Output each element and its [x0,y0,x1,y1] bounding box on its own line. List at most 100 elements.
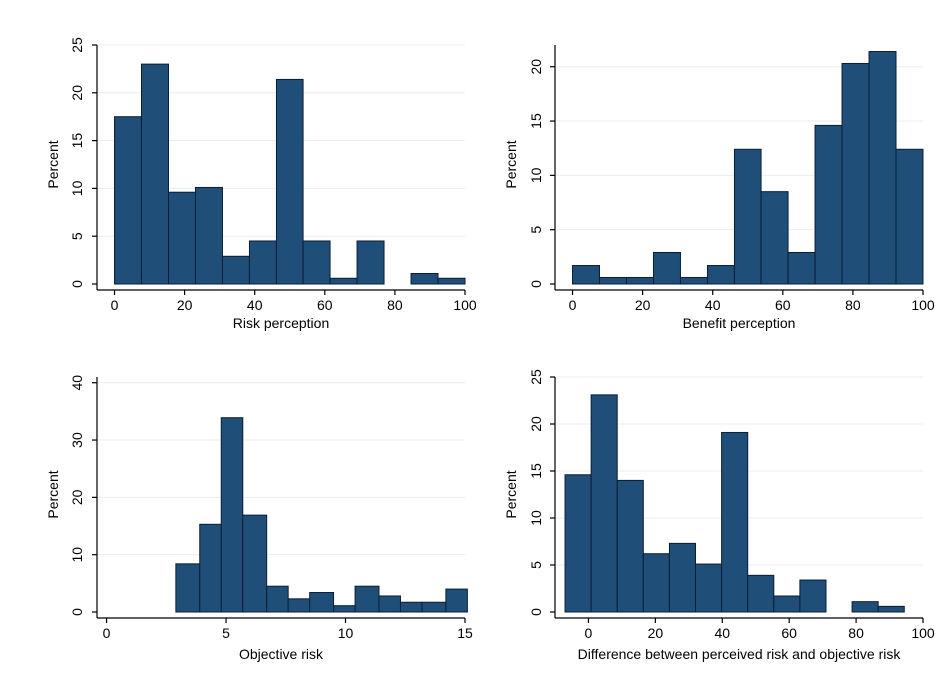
x-axis-label: Difference between perceived risk and ob… [578,646,902,662]
histogram-bar [590,394,618,613]
histogram-bar [287,598,311,613]
histogram-bar [302,240,331,285]
histogram-bar [679,276,708,285]
histogram-bar [248,240,277,285]
x-axis-label: Risk perception [233,315,330,331]
histogram-bar [668,542,697,613]
histogram-bar [572,265,601,285]
x-tick-label: 80 [848,625,864,641]
histogram-bar [564,474,592,613]
histogram-bar [799,579,827,613]
histogram-bar [445,588,468,613]
x-tick-label: 40 [714,625,730,641]
y-tick-label: 0 [69,280,85,288]
y-tick-label: 10 [528,167,544,183]
y-tick-label: 20 [528,416,544,432]
y-tick-label: 25 [528,369,544,385]
y-tick-label: 25 [69,37,85,53]
y-tick-label: 20 [69,85,85,101]
histogram-bar [616,479,644,613]
histogram-bar [221,255,250,285]
histogram-bar [354,585,380,613]
histogram-bar [625,276,654,285]
x-tick-label: 100 [911,297,935,313]
x-tick-label: 0 [111,297,119,313]
histogram-bar [721,431,749,613]
x-tick-label: 60 [317,297,333,313]
histogram-bar [695,563,723,613]
x-tick-label: 60 [775,297,791,313]
histogram-bar [421,601,447,613]
histogram-bar [242,514,268,613]
histogram-bar [266,585,289,613]
y-tick-label: 20 [528,59,544,75]
x-tick-label: 60 [781,625,797,641]
x-tick-label: 0 [585,625,593,641]
y-axis-label: Percent [45,140,61,188]
x-tick-label: 5 [222,625,230,641]
histogram-bar [275,78,304,285]
histogram-bar [787,251,816,285]
x-tick-label: 80 [387,297,403,313]
histogram-bar [877,605,905,613]
difference-risk-histogram: 0 5 10 15 20 25 0 20 40 60 80 100 Difference between… [503,369,935,662]
histogram-bar [175,563,201,613]
histogram-bar [329,277,358,285]
histogram-bar [773,595,801,613]
histogram-bar [895,148,924,285]
histogram-bar [747,574,775,613]
benefit-perception-histogram: 0 5 10 15 20 0 20 40 60 80 100 Benefit perception Pe… [503,45,935,331]
risk-perception-histogram: 0 5 10 15 20 25 0 20 40 60 80 100 Risk perception Per… [45,37,477,331]
histogram-bar [706,265,735,285]
histogram-bar [356,240,385,285]
objective-risk-histogram: 0 10 20 30 40 0 5 10 15 Objective risk Percent [45,375,473,662]
histogram-bar [642,553,670,613]
x-tick-label: 0 [103,625,111,641]
x-tick-label: 10 [338,625,354,641]
y-tick-label: 0 [528,608,544,616]
histogram-bar [841,62,870,285]
histogram-bar [410,272,439,285]
x-tick-label: 40 [705,297,721,313]
y-tick-label: 40 [69,375,85,391]
x-tick-label: 0 [569,297,577,313]
histogram-bar [114,116,143,285]
y-tick-label: 10 [69,180,85,196]
y-axis-label: Percent [503,140,519,188]
x-axis-label: Benefit perception [683,315,796,331]
histogram-bar [599,276,627,285]
x-tick-label: 15 [457,625,473,641]
histogram-bar [378,595,401,613]
histogram-bar [309,592,335,613]
y-tick-label: 5 [528,226,544,234]
histogram-bar [141,63,169,285]
x-tick-label: 20 [177,297,193,313]
x-axis-label: Objective risk [239,646,324,662]
histogram-bar [814,124,843,285]
histogram-bar [220,417,244,613]
histogram-bar [199,523,222,613]
y-tick-label: 10 [528,510,544,526]
y-tick-label: 15 [528,463,544,479]
y-tick-label: 20 [69,489,85,505]
x-tick-label: 40 [247,297,263,313]
histogram-bar [167,191,196,285]
y-axis-label: Percent [45,470,61,518]
y-tick-label: 30 [69,432,85,448]
y-axis-label: Percent [503,470,519,518]
y-tick-label: 15 [528,113,544,129]
histogram-bar [733,148,762,285]
x-tick-label: 80 [845,297,861,313]
histogram-bar [437,277,466,285]
histogram-bar [760,191,789,285]
histogram-bar [333,605,356,613]
y-tick-label: 0 [528,280,544,288]
histogram-bar [851,601,879,613]
y-tick-label: 5 [69,232,85,240]
y-tick-label: 0 [69,608,85,616]
x-tick-label: 100 [453,297,477,313]
y-tick-label: 15 [69,133,85,149]
x-tick-label: 20 [648,625,664,641]
histogram-bar [868,51,897,285]
